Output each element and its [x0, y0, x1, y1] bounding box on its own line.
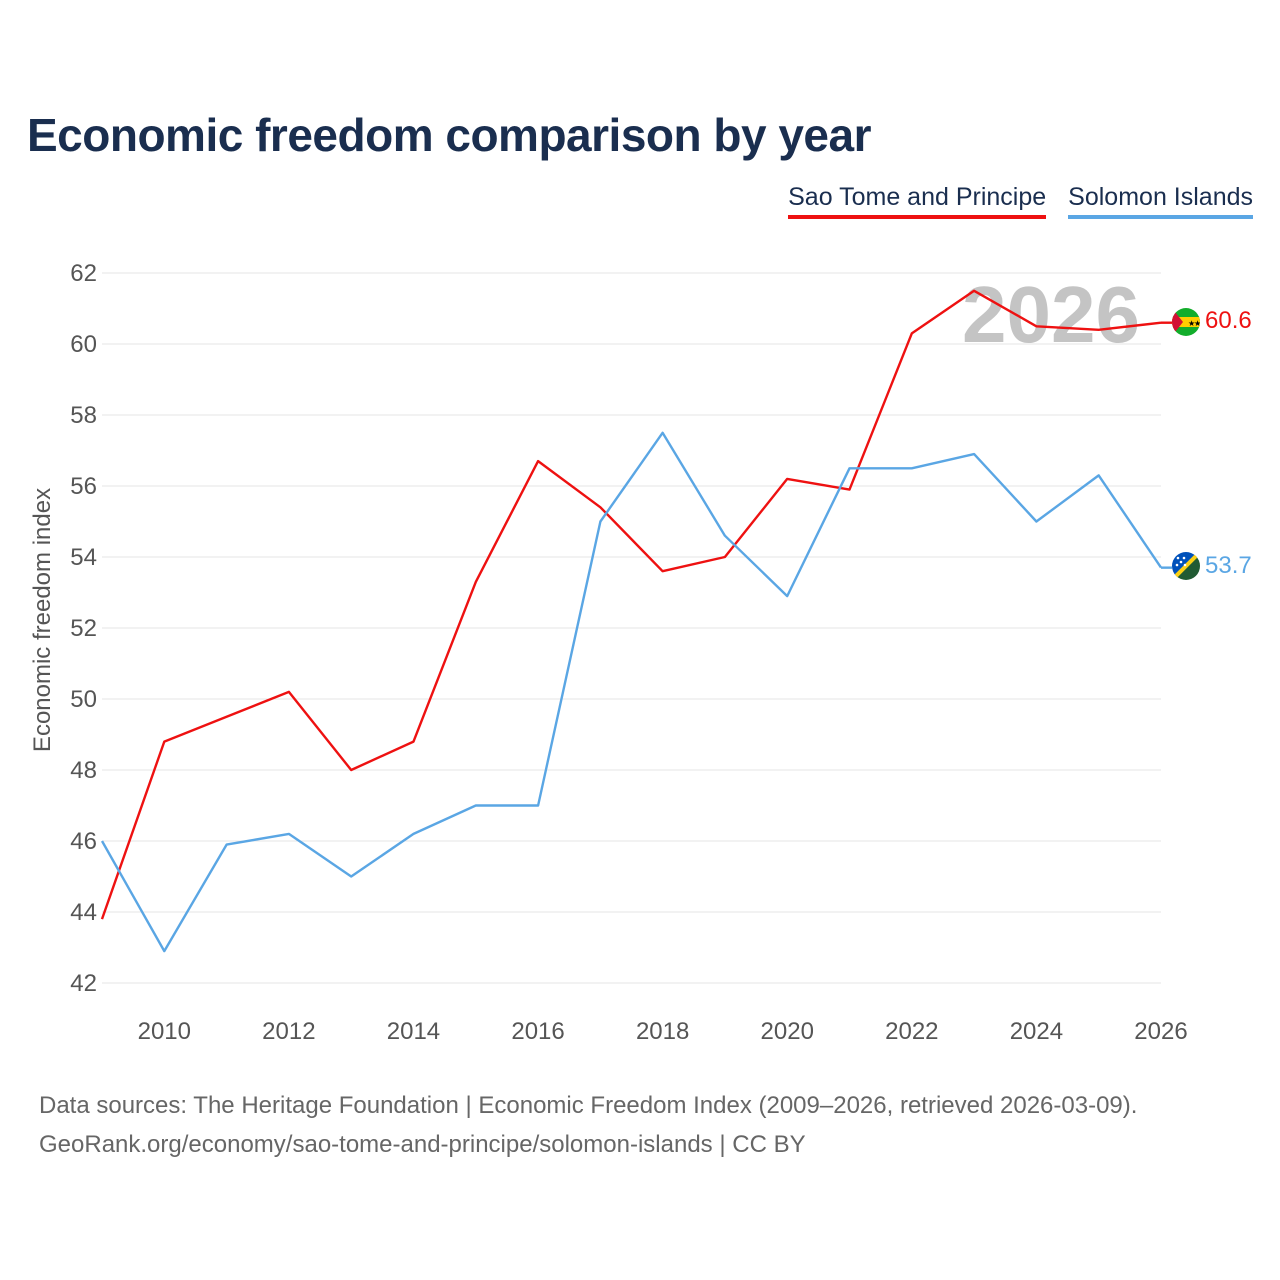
x-tick-label: 2022 — [885, 1018, 938, 1045]
grid-lines — [102, 272, 1161, 984]
y-tick-label: 44 — [70, 899, 97, 926]
y-tick-label: 58 — [70, 402, 97, 429]
x-tick-label: 2026 — [1134, 1018, 1187, 1045]
legend-item-solomon-islands[interactable]: Solomon Islands — [1068, 183, 1253, 219]
y-tick-label: 46 — [70, 828, 97, 855]
svg-text:★: ★ — [1194, 319, 1201, 328]
x-tick-label: 2014 — [387, 1018, 440, 1045]
x-axis-ticks: 2010 2012 2014 2016 2018 2020 2022 2024 2026 — [138, 1018, 1188, 1045]
y-tick-label: 54 — [70, 544, 97, 571]
chart-title: Economic freedom comparison by year — [27, 109, 872, 161]
legend: Sao Tome and Principe Solomon Islands — [788, 183, 1253, 219]
sao-tome-flag-icon: ★ ★ — [1172, 308, 1201, 336]
y-axis-ticks: 42 44 46 48 50 52 54 56 58 60 62 — [70, 260, 97, 997]
y-axis-label: Economic freedom index — [29, 488, 56, 752]
x-tick-label: 2018 — [636, 1018, 689, 1045]
footer-link[interactable]: GeoRank.org/economy/sao-tome-and-princip… — [39, 1131, 806, 1158]
x-tick-label: 2024 — [1010, 1018, 1063, 1045]
series-line-solomon-islands[interactable] — [100, 431, 1162, 953]
y-tick-label: 50 — [70, 686, 97, 713]
end-label-solomon-islands: 53.7 — [1205, 552, 1252, 579]
footer: Data sources: The Heritage Foundation | … — [39, 1086, 1137, 1164]
year-watermark: 2026 — [962, 270, 1140, 359]
x-tick-label: 2010 — [138, 1018, 191, 1045]
x-tick-label: 2020 — [761, 1018, 814, 1045]
y-tick-label: 48 — [70, 757, 97, 784]
line-chart: 2026 42 44 46 48 50 52 54 56 58 60 62 2010 2012 2014… — [29, 260, 1252, 1045]
solomon-islands-flag-icon — [1172, 552, 1200, 580]
series-line-sao-tome[interactable] — [100, 289, 1162, 920]
series-lines — [100, 289, 1172, 953]
x-tick-label: 2012 — [262, 1018, 315, 1045]
svg-text:★: ★ — [1188, 319, 1195, 328]
y-tick-label: 42 — [70, 970, 97, 997]
end-label-sao-tome: 60.6 — [1205, 307, 1252, 334]
x-tick-label: 2016 — [511, 1018, 564, 1045]
y-tick-label: 56 — [70, 473, 97, 500]
y-tick-label: 52 — [70, 615, 97, 642]
y-tick-label: 60 — [70, 331, 97, 358]
footer-source: Data sources: The Heritage Foundation | … — [39, 1092, 1138, 1119]
y-tick-label: 62 — [70, 260, 97, 287]
legend-item-sao-tome[interactable]: Sao Tome and Principe — [788, 183, 1047, 219]
